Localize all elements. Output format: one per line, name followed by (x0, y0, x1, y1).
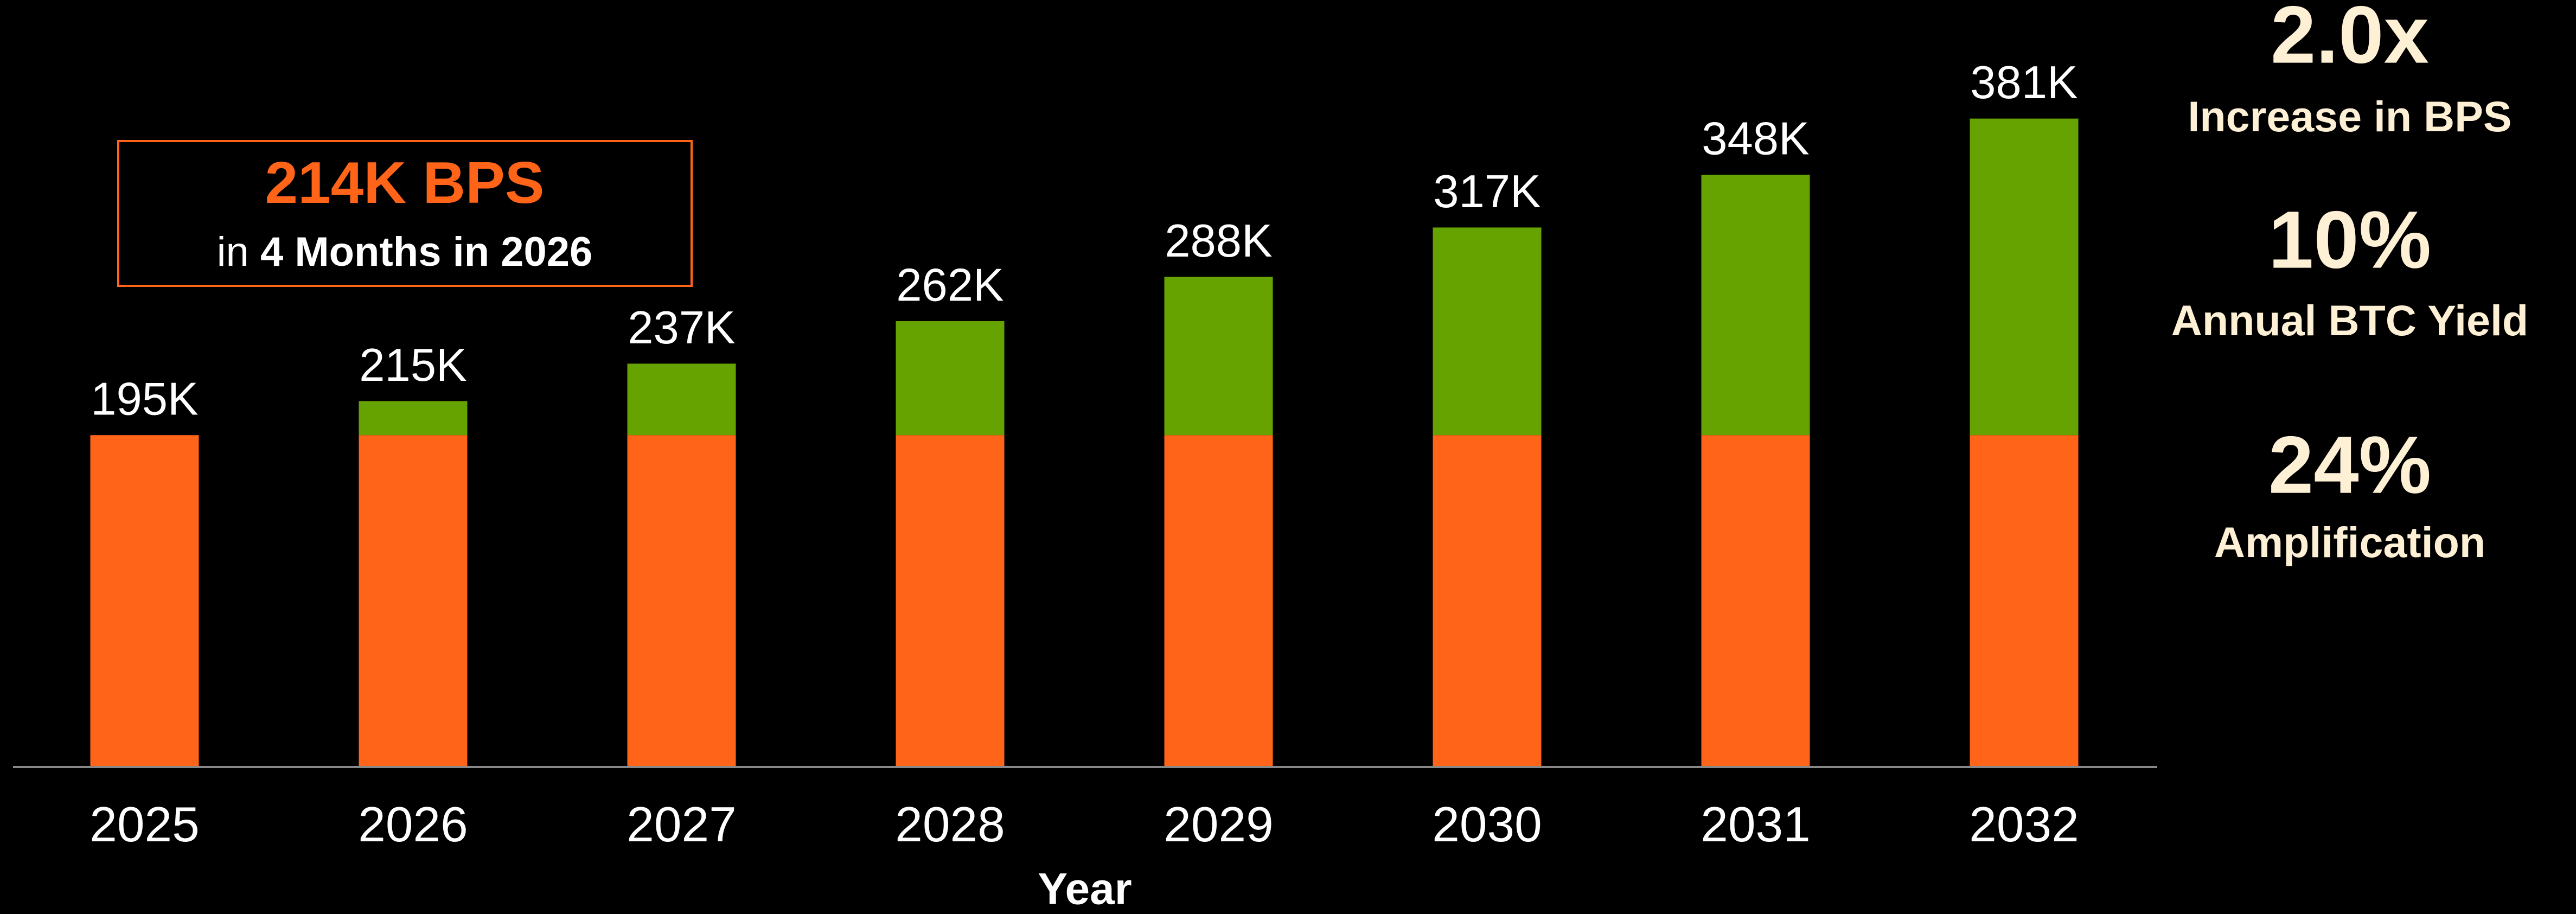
stat-label: Increase in BPS (2188, 92, 2511, 140)
stat-value: 24% (2268, 419, 2431, 510)
bar-segment (90, 435, 199, 767)
total-label: 348K (1702, 113, 1810, 165)
callout-prefix: in (217, 229, 249, 275)
callout-box (117, 140, 693, 287)
x-tick-label: 2025 (90, 797, 199, 852)
total-label: 195K (91, 374, 199, 425)
callout-headline: 214K BPS (265, 150, 545, 216)
x-tick-label: 2029 (1164, 797, 1273, 852)
total-label: 237K (628, 302, 736, 354)
total-label: 317K (1433, 166, 1541, 218)
bar-segment (1164, 277, 1273, 436)
bar-segment (1433, 435, 1542, 767)
bar-segment (1701, 435, 1810, 767)
total-label: 215K (359, 340, 467, 391)
callout-detail-bold: 4 Months in 2026 (260, 229, 592, 275)
bar-segment (1433, 227, 1542, 436)
bar-segment (896, 321, 1005, 436)
x-axis-title: Year (1038, 865, 1132, 914)
stat-value: 10% (2268, 194, 2431, 285)
total-label: 288K (1165, 215, 1273, 267)
bar-segment (359, 401, 468, 436)
bar-segment (1701, 175, 1810, 436)
bar-segment (1970, 435, 2079, 767)
bar-segment (627, 435, 736, 767)
x-tick-label: 2027 (627, 797, 736, 852)
stat-value: 2.0x (2271, 0, 2429, 80)
total-label: 262K (896, 259, 1004, 311)
bar-segment (1970, 118, 2079, 436)
bar-segment (359, 435, 468, 767)
x-tick-label: 2026 (358, 797, 468, 852)
x-tick-label: 2032 (1969, 797, 2079, 852)
total-label: 381K (1970, 57, 2078, 108)
stat-label: Amplification (2214, 518, 2485, 566)
bar-segment (627, 363, 736, 436)
x-tick-label: 2031 (1701, 797, 1810, 852)
x-tick-label: 2028 (895, 797, 1005, 852)
x-tick-label: 2030 (1432, 797, 1542, 852)
callout-detail: in 4 Months in 2026 (217, 229, 593, 275)
bar-segment (896, 435, 1005, 767)
bar-segment (1164, 435, 1273, 767)
stat-label: Annual BTC Yield (2171, 296, 2528, 344)
